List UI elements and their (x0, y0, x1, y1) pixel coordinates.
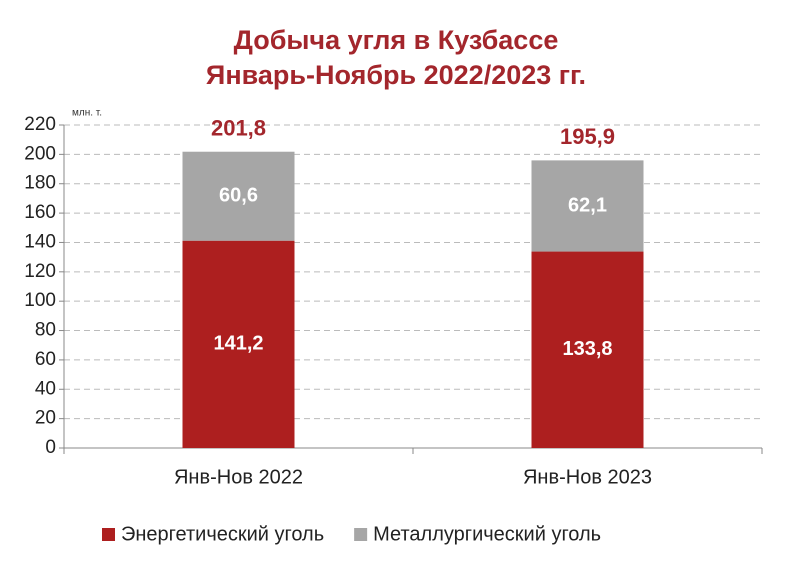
value-label: 141,2 (213, 333, 263, 355)
x-tick-label: Янв-Нов 2022 (174, 466, 303, 488)
legend-label: Энергетический уголь (121, 523, 324, 545)
y-tick-label: 180 (24, 173, 56, 194)
bar-segment (182, 151, 295, 241)
y-tick-label: 0 (45, 437, 56, 458)
y-tick-label: 140 (24, 231, 56, 252)
legend-swatch (354, 528, 368, 541)
legend-label: Металлургический уголь (373, 523, 601, 545)
x-tick-label: Янв-Нов 2023 (523, 466, 652, 488)
bar-segment (182, 240, 295, 448)
y-tick-label: 160 (24, 202, 56, 223)
legend-swatch (102, 528, 115, 541)
bar-segment (531, 251, 644, 448)
bar-segment (531, 160, 644, 252)
value-label: 133,8 (562, 338, 612, 360)
y-tick-label: 200 (24, 143, 56, 164)
chart-title: Добыча угля в Кузбассе (234, 25, 559, 55)
value-label: 60,6 (219, 184, 258, 206)
y-tick-label: 80 (35, 320, 56, 341)
y-tick-label: 60 (35, 349, 56, 370)
y-tick-label: 20 (35, 408, 56, 429)
y-tick-label: 100 (24, 290, 56, 311)
value-label: 62,1 (568, 194, 607, 216)
chart-subtitle: Январь-Ноябрь 2022/2023 гг. (206, 60, 586, 90)
y-tick-label: 120 (24, 261, 56, 282)
total-label: 195,9 (560, 124, 615, 149)
y-tick-label: 40 (35, 378, 56, 399)
total-label: 201,8 (211, 116, 266, 141)
y-tick-label: 220 (24, 114, 56, 135)
y-axis-label: млн. т. (72, 108, 102, 119)
